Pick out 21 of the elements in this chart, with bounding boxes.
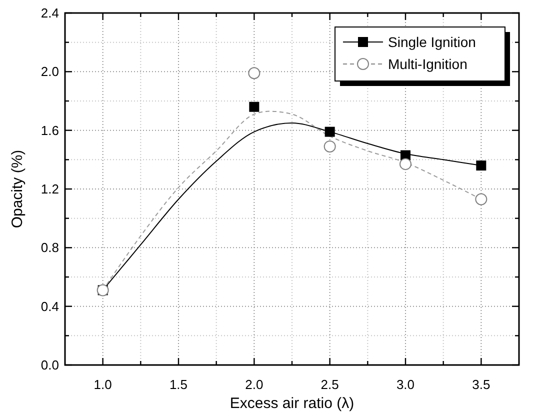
x-axis-title: Excess air ratio (λ) [230, 395, 354, 412]
y-tick-label: 2.4 [40, 6, 59, 20]
x-tick-label: 3.0 [396, 377, 415, 392]
y-tick-label: 2.0 [40, 64, 59, 80]
x-tick-label: 2.5 [320, 377, 339, 392]
point [249, 102, 260, 112]
legend-label: Single Ignition [388, 34, 476, 50]
x-tick-label: 1.5 [169, 377, 188, 392]
y-tick-label: 0.0 [40, 358, 59, 372]
y-tick-label: 0.4 [40, 298, 59, 314]
y-axis-title: Opacity (%) [9, 150, 26, 228]
point [476, 160, 486, 171]
y-tick-label: 0.8 [40, 240, 59, 256]
x-tick-label: 2.0 [245, 377, 264, 392]
legend-label: Multi-Ignition [388, 56, 468, 72]
y-tick-label: 1.6 [40, 122, 59, 138]
y-tick-label: 1.2 [40, 182, 59, 196]
point [324, 126, 335, 137]
point [400, 158, 412, 170]
x-tick-label: 3.5 [472, 377, 490, 392]
x-tick-label: 1.0 [94, 377, 112, 392]
